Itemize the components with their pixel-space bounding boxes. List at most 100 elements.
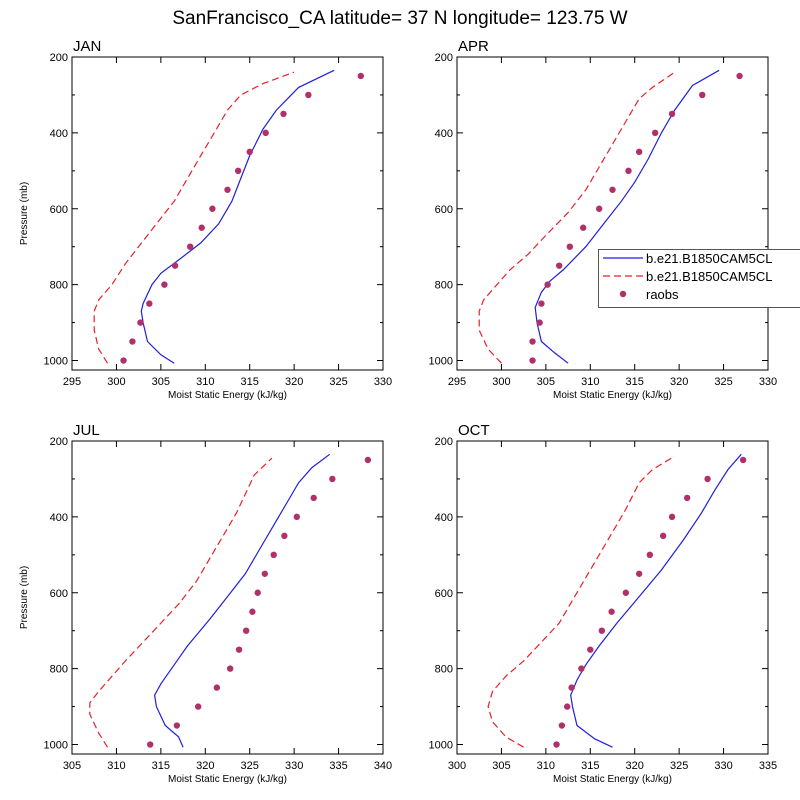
raobs-point <box>578 665 585 672</box>
x-tick-label: 330 <box>759 376 777 388</box>
raobs-point <box>242 627 250 634</box>
panel-title: OCT <box>458 422 490 439</box>
x-tick-label: 330 <box>714 760 732 772</box>
legend-label: b.e21.B1850CAM5CL <box>646 251 772 266</box>
raobs-point <box>646 551 654 559</box>
x-tick-label: 305 <box>63 760 81 772</box>
chart-panel-jul: JUL 305 310 315 320 325 330 335 340 200 400 600 800 1… <box>19 422 392 785</box>
x-axis-label: Moist Static Energy (kJ/kg) <box>553 390 672 401</box>
series-dashed-line <box>487 455 676 748</box>
plot-area <box>487 453 747 748</box>
raobs-point <box>329 475 336 483</box>
raobs-point <box>146 300 153 307</box>
legend-label: raobs <box>646 287 679 302</box>
x-axis-label: Moist Static Energy (kJ/kg) <box>168 390 287 401</box>
raobs-point <box>736 72 743 80</box>
raobs-point <box>622 589 630 596</box>
raobs-point <box>364 456 372 464</box>
y-tick-label: 800 <box>50 664 68 676</box>
panel-title: JUL <box>73 422 100 439</box>
chart-panel-oct: OCT 300 305 310 315 320 325 330 335 200 400 600 800 1… <box>429 422 778 785</box>
raobs-point <box>234 167 242 175</box>
x-tick-label: 320 <box>626 760 644 772</box>
y-tick-label: 1000 <box>429 740 453 752</box>
raobs-point <box>635 570 643 577</box>
x-tick-label: 300 <box>107 376 125 388</box>
raobs-point <box>683 494 691 502</box>
plot-area <box>478 69 743 364</box>
y-tick-label: 200 <box>50 436 68 448</box>
x-tick-label: 310 <box>107 760 125 772</box>
raobs-point <box>280 110 287 118</box>
raobs-point <box>270 551 277 559</box>
raobs-point <box>293 513 301 521</box>
x-tick-label: 320 <box>285 376 303 388</box>
raobs-point <box>579 224 587 231</box>
series-dashed-line <box>89 457 273 748</box>
y-tick-label: 800 <box>435 664 453 676</box>
x-tick-label: 325 <box>329 376 347 388</box>
series-solid-line <box>140 69 335 364</box>
x-tick-label: 315 <box>581 760 599 772</box>
y-tick-label: 800 <box>435 280 453 292</box>
x-tick-label: 300 <box>492 376 510 388</box>
raobs-point <box>558 722 566 729</box>
y-tick-label: 600 <box>50 204 68 216</box>
y-tick-label: 400 <box>435 512 453 524</box>
y-tick-label: 600 <box>435 588 453 600</box>
raobs-point <box>668 513 676 521</box>
x-axis-label: Moist Static Energy (kJ/kg) <box>168 774 287 785</box>
raobs-point <box>262 129 269 137</box>
raobs-point <box>609 186 616 193</box>
raobs-point <box>538 300 545 307</box>
raobs-point <box>161 281 168 288</box>
x-tick-label: 325 <box>241 760 259 772</box>
raobs-point <box>305 91 312 99</box>
x-tick-label: 305 <box>492 760 510 772</box>
x-tick-label: 335 <box>759 760 777 772</box>
chart-panel-apr: APR 295 300 305 310 315 320 325 330 200 400 600 800 1… <box>429 38 778 401</box>
raobs-point <box>249 608 256 615</box>
raobs-point <box>224 186 231 193</box>
panels: JAN 295 300 305 310 315 320 325 330 200 400 600 800 1… <box>19 38 777 785</box>
x-tick-label: 305 <box>537 376 555 388</box>
y-tick-label: 1000 <box>429 356 453 368</box>
raobs-point <box>544 281 551 288</box>
y-axis-label: Pressure (mb) <box>19 566 30 629</box>
raobs-point <box>555 262 563 269</box>
y-tick-label: 400 <box>435 128 453 140</box>
legend: b.e21.B1850CAM5CL b.e21.B1850CAM5CL raobs <box>598 249 800 308</box>
raobs-point <box>563 703 571 710</box>
series-solid-line <box>153 453 331 748</box>
x-tick-label: 310 <box>537 760 555 772</box>
raobs-point <box>194 703 202 710</box>
x-tick-label: 310 <box>196 376 214 388</box>
raobs-point <box>668 110 676 118</box>
raobs-point <box>529 357 536 364</box>
x-tick-label: 340 <box>374 760 392 772</box>
raobs-point <box>171 262 179 269</box>
raobs-point <box>699 91 706 99</box>
y-tick-label: 800 <box>50 280 68 292</box>
plot-area <box>89 453 372 748</box>
x-tick-label: 320 <box>670 376 688 388</box>
x-axis-label: Moist Static Energy (kJ/kg) <box>553 774 672 785</box>
x-tick-label: 330 <box>374 376 392 388</box>
series-solid-line <box>534 69 720 364</box>
raobs-point <box>235 646 243 653</box>
chart-panel-jan: JAN 295 300 305 310 315 320 325 330 200 400 600 800 1… <box>19 38 392 401</box>
y-tick-label: 200 <box>435 52 453 64</box>
raobs-point <box>254 589 261 596</box>
plot-frame <box>71 440 384 755</box>
raobs-point <box>704 475 711 483</box>
y-axis-label: Pressure (mb) <box>19 182 30 245</box>
x-tick-label: 315 <box>152 760 170 772</box>
series-dashed-line <box>478 71 676 364</box>
y-tick-label: 1000 <box>44 356 68 368</box>
panel-title: APR <box>458 38 489 55</box>
raobs-point <box>739 456 747 464</box>
raobs-point <box>625 167 632 175</box>
legend-label: b.e21.B1850CAM5CL <box>646 269 772 284</box>
raobs-point <box>587 646 594 653</box>
x-tick-label: 310 <box>581 376 599 388</box>
